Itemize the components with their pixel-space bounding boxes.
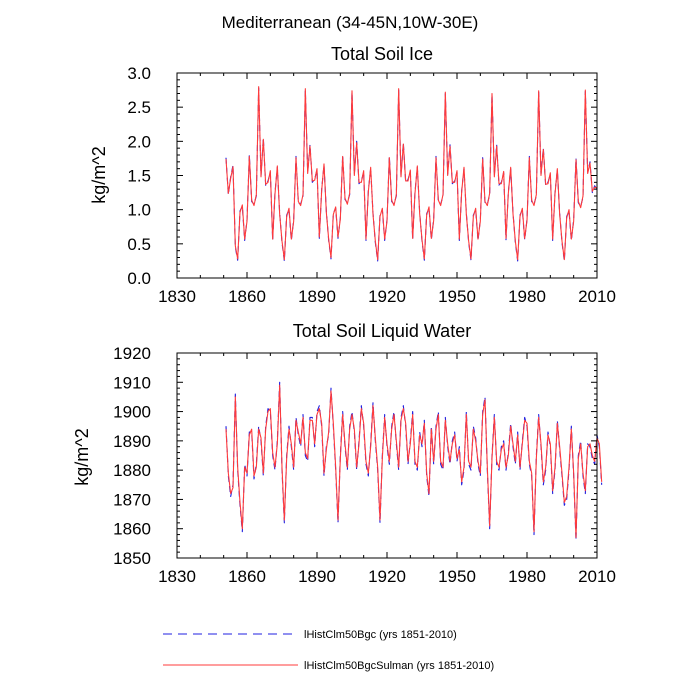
x-tick-label: 1980: [508, 567, 546, 586]
y-tick-label: 1900: [113, 403, 151, 422]
panel-title: Total Soil Liquid Water: [293, 321, 471, 341]
legend: lHistClm50Bgc (yrs 1851-2010) lHistClm50…: [163, 629, 494, 672]
y-tick-label: 1890: [113, 432, 151, 451]
y-tick-label: 1880: [113, 461, 151, 480]
panel-total-soil-ice: Total Soil Ice kg/m^2 1830 1860 1890 1920 19…: [89, 44, 616, 306]
x-tick-label: 1920: [368, 287, 406, 306]
y-tick-label: 1920: [113, 344, 151, 363]
y-tick-label: 1.5: [127, 167, 151, 186]
series-line-sulman: [225, 384, 603, 539]
y-tick-label: 1.0: [127, 201, 151, 220]
legend-label-sulman: lHistClm50BgcSulman (yrs 1851-2010): [304, 660, 494, 672]
x-tick-label: 2010: [578, 567, 616, 586]
y-tick-label: 2.5: [127, 98, 151, 117]
panel-total-soil-liquid-water: Total Soil Liquid Water kg/m^2 1830 1860 1…: [72, 321, 616, 586]
x-tick-label: 1980: [508, 287, 546, 306]
page-title: Mediterranean (34-45N,10W-30E): [222, 13, 479, 32]
legend-label-bgc: lHistClm50Bgc (yrs 1851-2010): [304, 629, 457, 641]
plot-frame: [176, 72, 598, 279]
x-tick-label: 1860: [228, 567, 266, 586]
y-tick-label: 1850: [113, 549, 151, 568]
y-tick-label: 2.0: [127, 132, 151, 151]
y-axis-label: kg/m^2: [72, 428, 92, 485]
x-tick-label: 1950: [438, 287, 476, 306]
y-tick-label: 3.0: [127, 64, 151, 83]
y-axis-label: kg/m^2: [89, 146, 109, 203]
y-tick-label: 0.5: [127, 235, 151, 254]
series-line-sulman: [225, 86, 598, 261]
y-tick-label: 1910: [113, 373, 151, 392]
x-tick-label: 1950: [438, 567, 476, 586]
x-tick-label: 1890: [298, 567, 336, 586]
panel-title: Total Soil Ice: [331, 44, 433, 64]
y-tick-label: 1870: [113, 490, 151, 509]
x-tick-label: 1830: [158, 567, 196, 586]
x-tick-label: 1890: [298, 287, 336, 306]
y-tick-label: 0.0: [127, 269, 151, 288]
x-tick-label: 2010: [578, 287, 616, 306]
x-tick-label: 1860: [228, 287, 266, 306]
x-tick-label: 1920: [368, 567, 406, 586]
x-tick-label: 1830: [158, 287, 196, 306]
y-tick-label: 1860: [113, 520, 151, 539]
